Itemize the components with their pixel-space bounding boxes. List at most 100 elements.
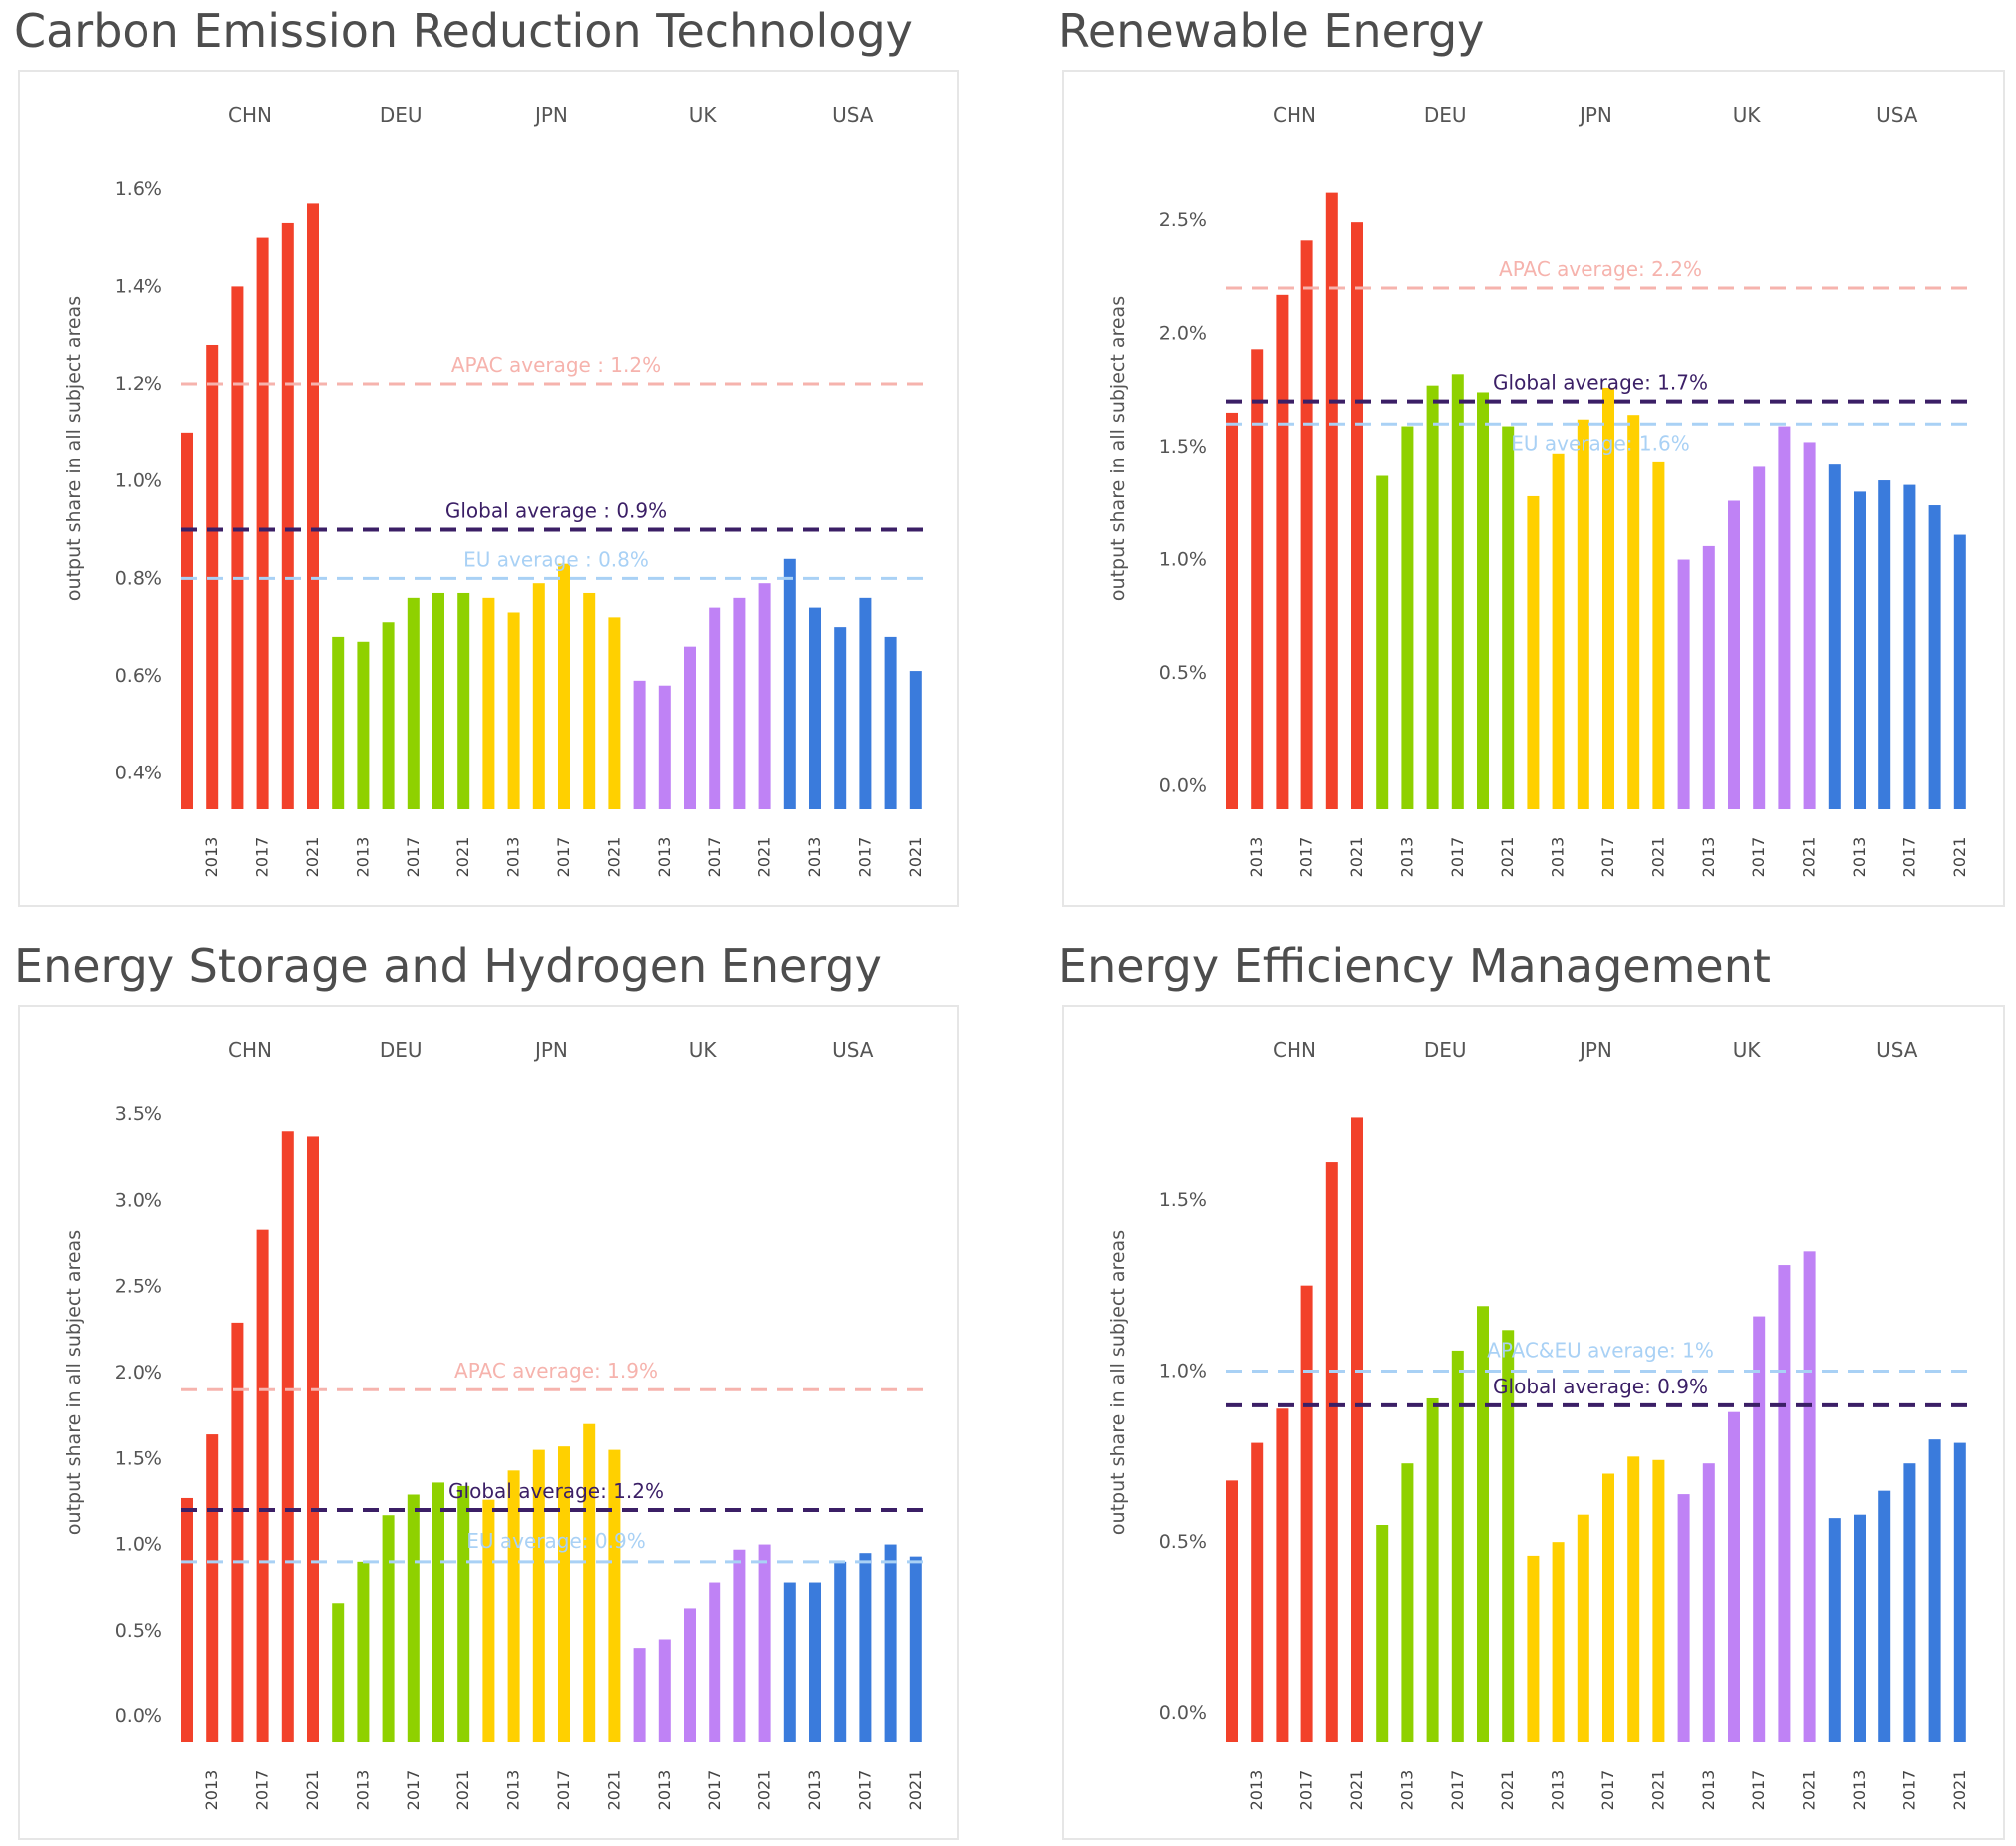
bar-usa-6 (909, 1556, 922, 1742)
reference-label-eu: EU average: 0.9% (466, 1529, 645, 1553)
bar-jpn-3 (532, 1449, 545, 1742)
x-tick-label-year: 2013 (353, 1770, 372, 1811)
bar-uk-1 (1677, 1494, 1690, 1742)
bar-usa-5 (1928, 1439, 1941, 1742)
y-tick-label: 2.0% (1159, 322, 1207, 344)
bar-deu-6 (1502, 1330, 1515, 1742)
bar-jpn-6 (608, 617, 621, 809)
group-label-jpn: JPN (1578, 1038, 1612, 1062)
y-axis-label: output share in all subject areas (63, 296, 85, 601)
chart-frame-energy-storage (18, 1005, 959, 1840)
group-label-chn: CHN (1273, 1038, 1316, 1062)
y-tick-label: 0.4% (115, 763, 162, 784)
reference-label-apac: APAC average : 1.2% (451, 353, 661, 377)
group-label-jpn: JPN (533, 103, 568, 127)
bar-jpn-3 (1577, 1514, 1589, 1742)
y-tick-label: 0.0% (1159, 1702, 1207, 1724)
reference-label-global: Global average : 0.9% (445, 498, 667, 522)
group-label-chn: CHN (1273, 103, 1316, 127)
chart-frame-energy-efficiency (1062, 1005, 2005, 1840)
group-label-deu: DEU (380, 103, 423, 127)
group-label-usa: USA (832, 1038, 874, 1062)
bar-jpn-5 (583, 592, 596, 809)
bar-usa-4 (1903, 1463, 1916, 1742)
group-label-uk: UK (689, 103, 718, 127)
x-tick-label-year: 2021 (303, 1770, 322, 1811)
x-tick-label-year: 2017 (404, 837, 423, 878)
x-tick-label-year: 2017 (253, 1770, 272, 1811)
bar-chn-6 (307, 1136, 319, 1742)
bar-uk-3 (684, 646, 696, 809)
group-label-deu: DEU (1424, 1038, 1467, 1062)
bar-chn-6 (1351, 222, 1363, 810)
group-label-uk: UK (1733, 1038, 1762, 1062)
group-label-jpn: JPN (1578, 103, 1612, 127)
bar-chn-4 (256, 1229, 269, 1742)
bar-deu-6 (1502, 426, 1515, 809)
y-tick-label: 0.6% (115, 665, 162, 687)
bar-deu-5 (1477, 392, 1489, 809)
bar-jpn-2 (1552, 1542, 1565, 1742)
bar-uk-4 (709, 1582, 721, 1742)
bar-chn-6 (307, 203, 319, 810)
bar-chn-5 (281, 222, 294, 809)
bar-chn-5 (1325, 1162, 1338, 1742)
x-tick-label-year: 2017 (1297, 837, 1316, 878)
group-label-jpn: JPN (533, 1038, 568, 1062)
chart-frame-renewable-energy (1062, 70, 2005, 907)
x-tick-label-year: 2021 (303, 837, 322, 878)
bar-usa-6 (1953, 1442, 1966, 1742)
x-tick-label-year: 2021 (906, 837, 925, 878)
bar-uk-2 (658, 1639, 671, 1742)
bar-jpn-3 (1577, 419, 1589, 809)
bar-jpn-1 (1527, 495, 1540, 809)
bar-usa-3 (1878, 1490, 1891, 1742)
x-tick-label-year: 2013 (353, 837, 372, 878)
bar-uk-1 (633, 1648, 646, 1742)
bar-usa-2 (809, 607, 821, 809)
bar-deu-1 (1376, 1525, 1389, 1742)
y-tick-label: 3.5% (115, 1103, 162, 1125)
bar-chn-4 (1300, 1285, 1313, 1742)
x-tick-label-year: 2013 (1850, 1770, 1869, 1811)
chart-energy-storage: output share in all subject areas 0.0% 0.5… (63, 1038, 930, 1811)
y-tick-label: 1.5% (1159, 1189, 1207, 1211)
bar-chn-3 (1276, 294, 1289, 809)
bar-jpn-1 (482, 1499, 495, 1742)
bar-usa-5 (884, 1544, 897, 1742)
x-tick-label-year: 2013 (1549, 1770, 1568, 1811)
x-tick-label-year: 2021 (453, 837, 472, 878)
y-tick-label: 1.0% (115, 1534, 162, 1556)
reference-label-eu: EU average : 0.8% (463, 547, 649, 571)
bar-jpn-5 (583, 1423, 596, 1742)
chart-carbon-emission: output share in all subject areas 0.4% 0.6… (63, 103, 930, 878)
bar-uk-4 (709, 607, 721, 809)
bar-jpn-1 (1527, 1555, 1540, 1742)
x-tick-label-year: 2013 (1397, 1770, 1416, 1811)
y-tick-label: 0.5% (1159, 662, 1207, 684)
bar-jpn-2 (507, 1470, 520, 1742)
bar-chn-2 (206, 1434, 219, 1742)
x-tick-label-year: 2017 (855, 837, 874, 878)
bar-usa-1 (1828, 464, 1841, 809)
bar-usa-4 (859, 597, 872, 809)
bar-uk-3 (1728, 1411, 1740, 1742)
x-tick-label-year: 2017 (1749, 837, 1768, 878)
x-tick-label-year: 2021 (453, 1770, 472, 1811)
bar-usa-5 (1928, 505, 1941, 809)
bar-uk-3 (1728, 500, 1740, 809)
bar-deu-2 (1401, 1463, 1414, 1742)
x-tick-label-year: 2021 (1648, 837, 1667, 878)
x-tick-label-year: 2017 (705, 837, 723, 878)
x-tick-label-year: 2013 (805, 1770, 824, 1811)
bar-chn-2 (1251, 349, 1264, 809)
group-label-chn: CHN (228, 103, 272, 127)
chart-title-energy-storage: Energy Storage and Hydrogen Energy (14, 939, 882, 993)
y-axis-label: output share in all subject areas (63, 1230, 85, 1535)
bar-uk-6 (758, 583, 771, 809)
bar-chn-1 (1226, 1480, 1238, 1742)
x-tick-label-year: 2021 (906, 1770, 925, 1811)
bar-usa-5 (884, 636, 897, 809)
x-tick-label-year: 2013 (1850, 837, 1869, 878)
bar-usa-6 (909, 671, 922, 809)
